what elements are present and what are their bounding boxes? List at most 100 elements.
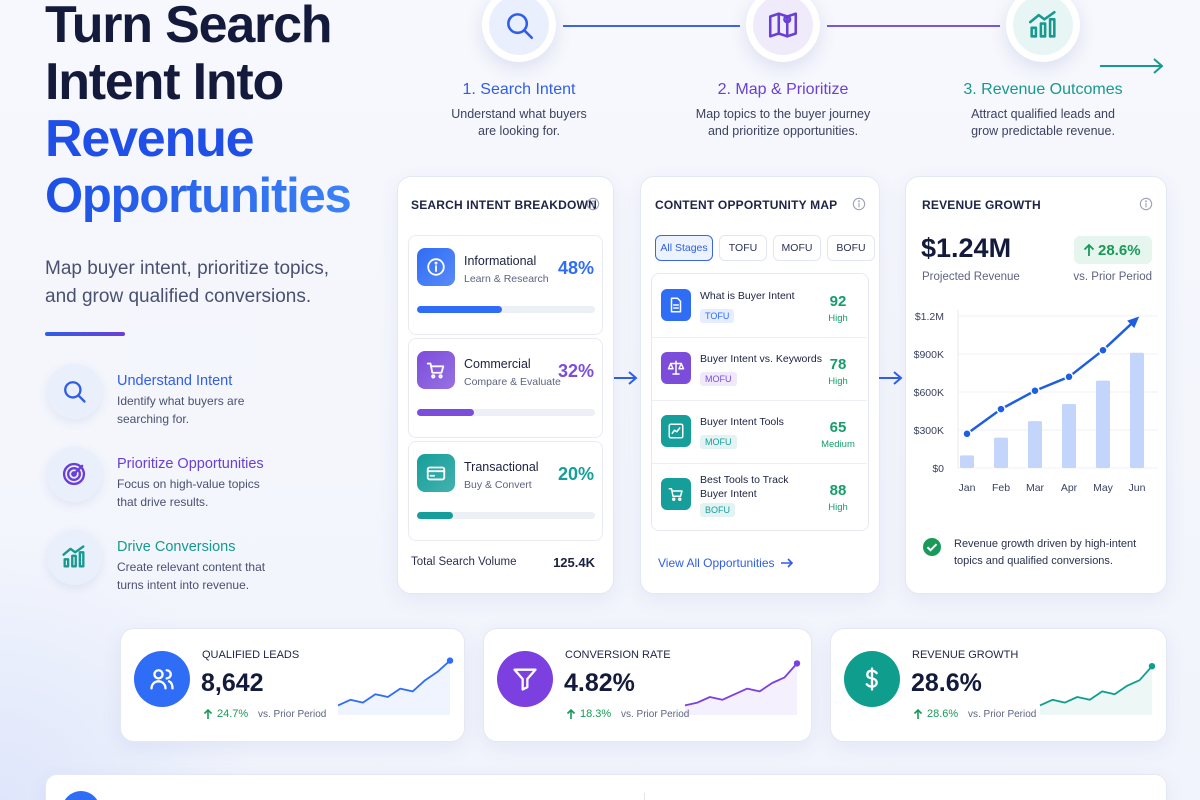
opportunity-icon: [661, 352, 691, 384]
intent-icon: [417, 454, 455, 492]
icon-shape: [670, 297, 682, 313]
icon-shape: [438, 374, 443, 379]
check-mark: [926, 543, 938, 552]
opportunity-score: 78: [829, 356, 847, 373]
card-title: CONTENT OPPORTUNITY MAP: [655, 198, 838, 212]
icon: [667, 422, 685, 445]
icon: [585, 196, 601, 217]
opportunity-card: CONTENT OPPORTUNITY MAP View All Opportu…: [640, 176, 880, 594]
intent-icon: [417, 351, 455, 389]
arrow-shape: [781, 558, 794, 568]
icon: [1026, 8, 1060, 47]
opportunity-title: What is Buyer Intent: [700, 290, 795, 302]
kpi-value: 4.82%: [564, 669, 635, 697]
revenue-chart: $0 $300K $600K $900K $1.2M Jan Feb Mar Apr May Jun: [914, 310, 1158, 494]
icon-shape: [1028, 10, 1056, 38]
intent-share: 32%: [557, 361, 594, 381]
feature-desc: turns intent into revenue.: [117, 578, 250, 592]
intent-item: Commercial Compare & Evaluate 32%: [408, 338, 603, 438]
link-arrow: [781, 558, 794, 568]
x-tick-label: Jun: [1129, 482, 1146, 494]
icon-shape: [667, 360, 685, 375]
opportunity-icon: [661, 289, 691, 321]
title-line: Turn Search: [45, 0, 333, 54]
card-title: SEARCH INTENT BREAKDOWN: [411, 198, 597, 212]
intent-name: Informational: [464, 254, 537, 268]
sparkline-line: [684, 662, 798, 707]
opportunity-title: Best Tools to Track: [700, 474, 789, 486]
kpi-change: 18.3%: [580, 708, 612, 720]
line-point: [1064, 372, 1074, 382]
bar: [960, 455, 974, 468]
step-title: 3. Revenue Outcomes: [963, 81, 1123, 98]
kpi-title: QUALIFIED LEADS: [202, 649, 300, 661]
arrow-shape: [913, 708, 923, 719]
change-label: vs. Prior Period: [1073, 271, 1152, 283]
icon-shape: [426, 362, 445, 379]
icon-shape: [431, 374, 436, 379]
opportunity-score: 92: [829, 293, 847, 310]
filter-pill[interactable]: TOFU: [719, 235, 767, 261]
icon-shape: [150, 680, 167, 690]
line-point: [962, 429, 972, 439]
feature-title: Drive Conversions: [117, 539, 236, 555]
sparkline-line: [337, 659, 451, 707]
icon-shape: [426, 466, 446, 481]
kpi-card: CONVERSION RATE 4.82% 18.3% vs. Prior Perio…: [483, 628, 812, 742]
bottom-panel: [45, 774, 1167, 800]
opportunity-icon: [661, 478, 691, 510]
opportunity-level: High: [828, 313, 848, 324]
filter-pill[interactable]: All Stages: [655, 235, 713, 261]
step-desc: Understand what buyers: [451, 107, 587, 121]
sparkline: [337, 657, 454, 715]
opportunity-level: Medium: [821, 439, 855, 450]
view-all-link[interactable]: View All Opportunities: [658, 556, 775, 570]
icon: [667, 296, 685, 319]
kpi-value: 28.6%: [911, 669, 982, 697]
intent-desc: Learn & Research: [464, 273, 549, 285]
icon: [60, 460, 88, 493]
icon-shape: [586, 197, 600, 211]
accent-rule: [45, 332, 125, 336]
step-icon-inner: [1013, 0, 1073, 55]
x-tick-label: May: [1093, 482, 1114, 494]
feature-desc: searching for.: [117, 412, 190, 426]
icon: [511, 665, 539, 698]
feature-desc: Focus on high-value topics: [117, 477, 260, 491]
sparkline-area: [1040, 666, 1152, 715]
icon-shape: [513, 668, 537, 691]
step-title: 2. Map & Prioritize: [717, 81, 849, 98]
total-label: Total Search Volume: [411, 556, 517, 568]
x-tick-label: Feb: [992, 482, 1010, 494]
kpi-card: QUALIFIED LEADS 8,642 24.7% vs. Prior Perio…: [120, 628, 465, 742]
opportunity-score: 65: [829, 419, 847, 436]
icon: [60, 543, 88, 576]
icon-shape: [62, 545, 85, 568]
icon: [425, 462, 447, 489]
up-arrow: [1083, 243, 1095, 256]
x-tick-label: Jan: [959, 482, 976, 494]
icon-shape: [1145, 200, 1147, 203]
icon: [60, 377, 88, 410]
stage-badge: BOFU: [700, 503, 736, 517]
intent-desc: Buy & Convert: [464, 479, 532, 491]
panel-icon: [62, 791, 100, 800]
icon-shape: [78, 551, 85, 568]
icon-shape: [1028, 10, 1056, 24]
icon-shape: [62, 462, 86, 486]
icon: [858, 665, 886, 698]
opportunity-title: Buyer Intent: [700, 488, 757, 500]
total-value: 125.4K: [553, 555, 595, 570]
filter-pill[interactable]: BOFU: [827, 235, 875, 261]
opportunity-list: [651, 273, 869, 531]
filter-pill[interactable]: MOFU: [773, 235, 821, 261]
arrow-shape: [203, 708, 213, 719]
title-line: Intent Into: [45, 53, 284, 111]
icon-shape: [672, 497, 676, 501]
icon-shape: [434, 261, 438, 265]
kpi-value: 8,642: [201, 669, 264, 697]
x-tick-label: Apr: [1061, 482, 1078, 494]
up-arrow: [203, 708, 213, 719]
icon-shape: [668, 423, 684, 439]
sparkline-area: [685, 663, 797, 715]
